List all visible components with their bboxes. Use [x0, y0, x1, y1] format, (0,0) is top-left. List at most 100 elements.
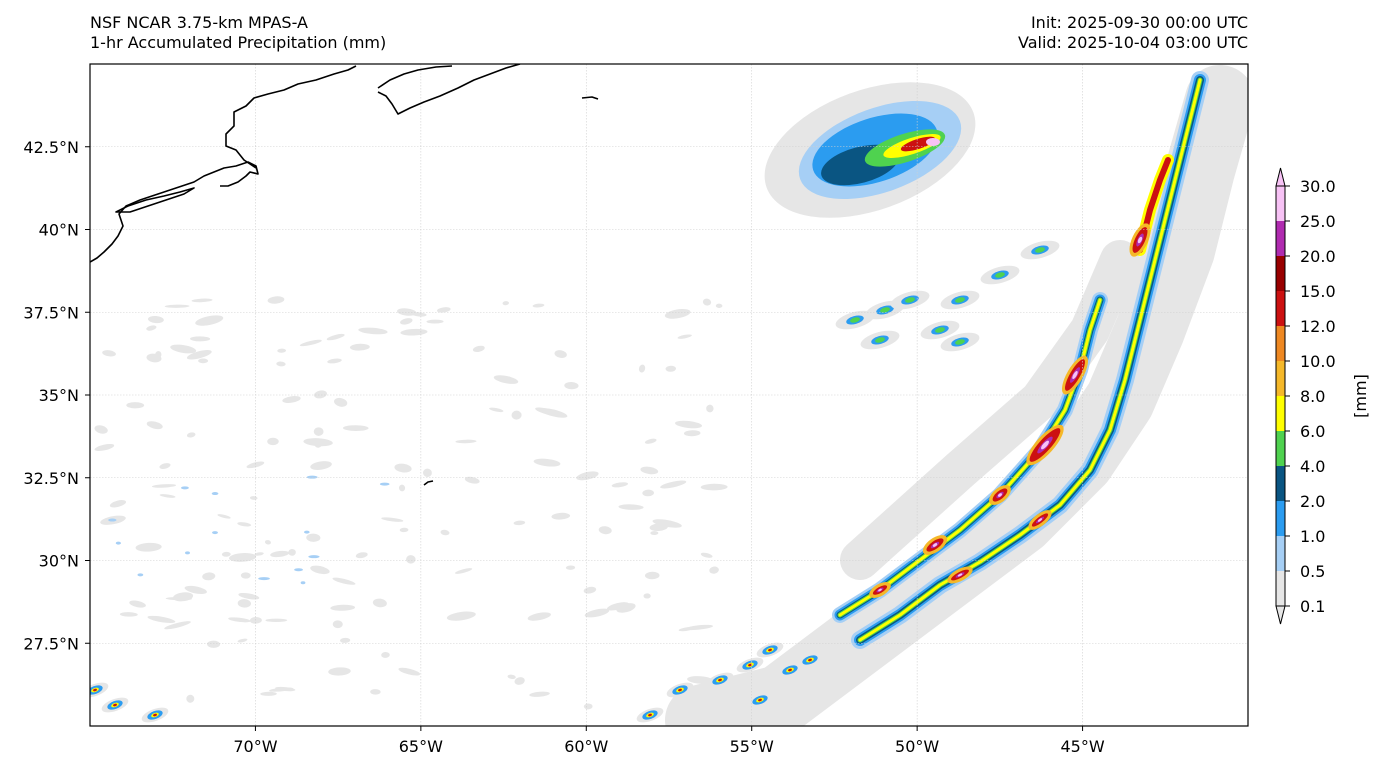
light-precip-patch [334, 397, 348, 407]
lon-tick-label: 45°W [1060, 737, 1104, 756]
light-precip-patch [715, 303, 723, 308]
light-precip-patch [185, 551, 190, 555]
heavy-precip-core [878, 588, 882, 592]
light-precip-patch [381, 517, 404, 522]
colorbar-swatch [1276, 291, 1285, 326]
light-precip-patch [702, 298, 712, 306]
light-precip-patch [159, 494, 176, 498]
colorbar-level-label: 4.0 [1300, 457, 1325, 476]
precipitation-field [90, 65, 1248, 726]
southern-cell [93, 688, 97, 692]
convective-line [838, 298, 1102, 617]
light-precip-patch [423, 468, 432, 478]
southern-cell [153, 713, 157, 717]
light-precip-patch [300, 581, 306, 585]
light-precip-patch [529, 691, 550, 697]
light-precip-patch [108, 518, 117, 522]
light-precip-patch [186, 350, 212, 360]
light-precip-patch [260, 691, 277, 696]
light-precip-patch [164, 621, 191, 630]
colorbar-swatch [1276, 501, 1285, 536]
light-precip-patch [195, 315, 224, 326]
light-precip-patch [399, 527, 409, 533]
light-precip-patch [249, 616, 262, 624]
lat-tick-label: 37.5°N [23, 303, 79, 322]
light-precip-patch [644, 438, 657, 444]
light-precip-patch [267, 296, 285, 304]
light-precip-patch [684, 624, 714, 631]
light-precip-patch [109, 500, 127, 508]
coastline-long-island [115, 187, 195, 213]
light-precip-patch [436, 307, 451, 313]
light-precip-patch [400, 328, 428, 336]
scattered-cell [905, 297, 915, 303]
light-precip-patch [246, 461, 265, 469]
colorbar-level-label: 12.0 [1300, 317, 1336, 336]
southern-cell [648, 713, 652, 717]
colorbar-swatch [1276, 186, 1285, 221]
colorbar-level-label: 25.0 [1300, 212, 1336, 231]
light-precip-patch [310, 565, 330, 575]
light-precip-patch [642, 489, 654, 497]
southern-cell [788, 668, 792, 672]
light-precip-patch [202, 572, 216, 581]
light-precip-patch [643, 593, 651, 599]
light-precip-patch [146, 325, 157, 331]
light-precip-patch [265, 618, 288, 623]
scattered-cell [850, 317, 860, 323]
light-precip-patch [270, 550, 290, 558]
lat-tick-label: 30°N [39, 552, 79, 571]
colorbar-unit-label: [mm] [1351, 374, 1370, 418]
colorbar-level-label: 6.0 [1300, 422, 1325, 441]
colorbar-level-label: 20.0 [1300, 247, 1336, 266]
northern-storm-band [900, 136, 936, 152]
scattered-cell [1035, 247, 1045, 253]
light-precip-patch [406, 555, 416, 564]
light-precip-patch [288, 548, 296, 556]
light-precip-patch [583, 586, 597, 594]
light-precip-patch [687, 676, 714, 684]
heavy-precip-core [1041, 440, 1049, 450]
heavy-precip-core [1137, 236, 1143, 244]
light-precip-patch [700, 552, 713, 558]
light-precip-patch [308, 555, 320, 559]
colorbar-level-label: 8.0 [1300, 387, 1325, 406]
lon-tick-label: 60°W [564, 737, 608, 756]
northern-storm-core [926, 138, 940, 146]
light-precip-patch [151, 484, 177, 488]
lat-tick-label: 35°N [39, 386, 79, 405]
light-precip-patch [358, 327, 388, 335]
colorbar-swatch [1276, 361, 1285, 396]
light-precip-patch [576, 471, 599, 481]
map-gridlines [90, 64, 1248, 726]
light-precip-patch [147, 315, 164, 324]
light-precip-patch [129, 600, 146, 608]
southern-cell [718, 678, 722, 682]
light-precip-patch [551, 512, 571, 520]
heavy-precip-core [1072, 371, 1078, 379]
light-precip-patch [660, 480, 687, 489]
heavy-precip-core [932, 543, 938, 547]
coastline [90, 64, 599, 486]
light-precip-patch [94, 425, 108, 434]
init-time: Init: 2025-09-30 00:00 UTC [1030, 13, 1248, 32]
colorbar-level-label: 10.0 [1300, 352, 1336, 371]
axis-ticks: 70°W 65°W 60°W 55°W 50°W 45°W 42.5°N 40°N 37.5°N… [23, 138, 1104, 756]
light-precip-patch [446, 611, 476, 621]
light-precip-patch [190, 336, 211, 342]
light-precip-patch [706, 404, 714, 413]
colorbar-level-label: 15.0 [1300, 282, 1336, 301]
colorbar-level-label: 1.0 [1300, 527, 1325, 546]
light-precip-patch [677, 334, 692, 339]
light-precip-patch [264, 540, 271, 545]
light-precip-patch [454, 568, 473, 574]
light-precip-patch [164, 304, 190, 308]
light-precip-patch [565, 565, 576, 570]
southern-cell [748, 663, 752, 667]
light-precip-patch [564, 381, 579, 390]
light-precip-patch [652, 519, 682, 528]
light-precip-patch [533, 458, 561, 467]
light-precip-patch [237, 599, 252, 608]
light-precip-patch [269, 687, 294, 692]
model-title: NSF NCAR 3.75-km MPAS-A [90, 13, 308, 32]
